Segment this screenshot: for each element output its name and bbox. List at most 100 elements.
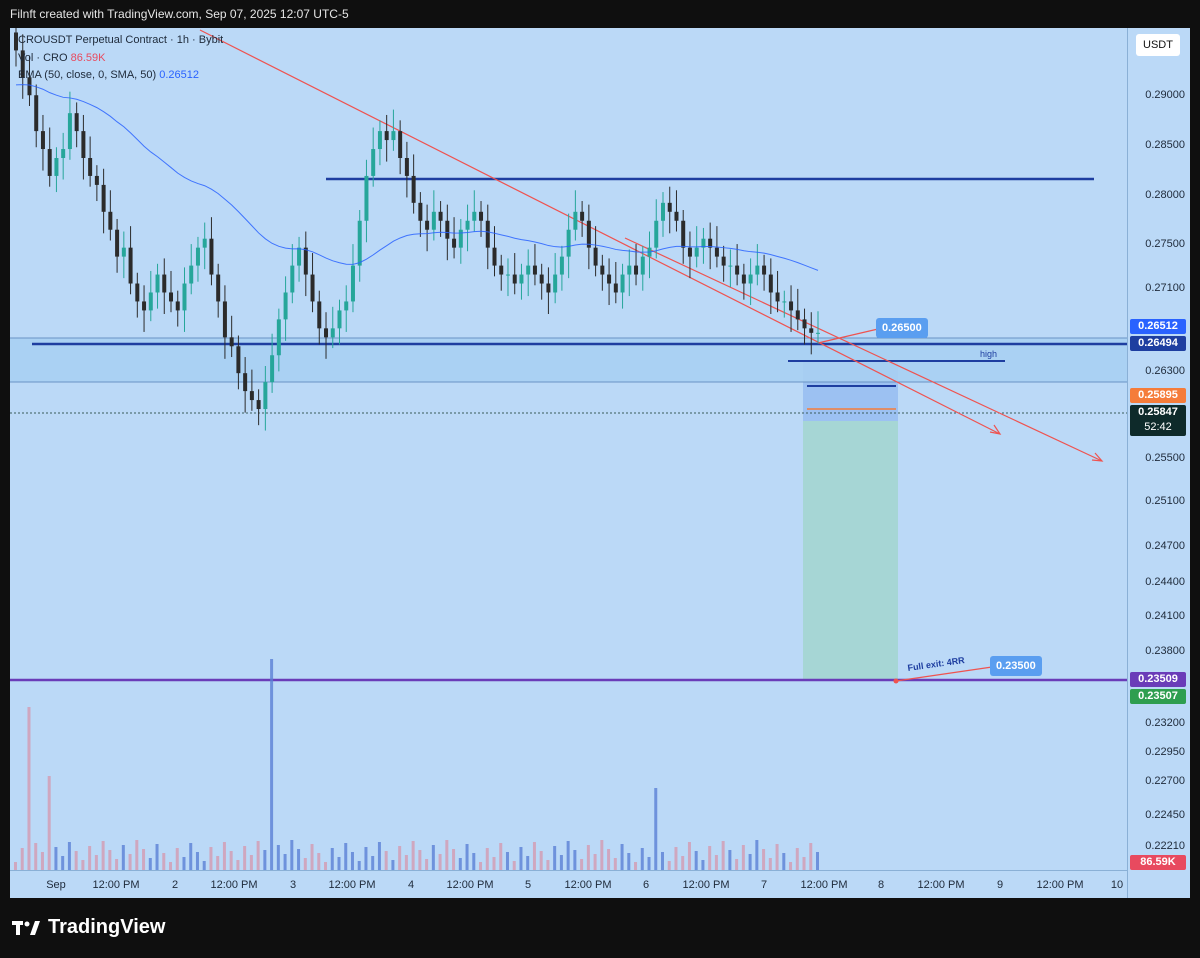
- candle[interactable]: [344, 301, 349, 311]
- candle[interactable]: [169, 292, 174, 302]
- candle[interactable]: [735, 265, 740, 275]
- candle[interactable]: [357, 220, 362, 266]
- candle[interactable]: [155, 274, 160, 293]
- candle[interactable]: [660, 202, 665, 221]
- candle[interactable]: [532, 265, 537, 275]
- target-price-label[interactable]: 0.23500: [990, 656, 1042, 676]
- candle[interactable]: [553, 274, 558, 293]
- volume-legend[interactable]: Vol · CRO 86.59K: [18, 52, 105, 64]
- price-chart[interactable]: high Full exit: 4RR: [10, 28, 1127, 898]
- candle[interactable]: [512, 274, 517, 284]
- candle[interactable]: [640, 256, 645, 275]
- candle[interactable]: [229, 337, 234, 347]
- currency-unit[interactable]: USDT: [1136, 34, 1180, 56]
- candle[interactable]: [687, 247, 692, 257]
- candle[interactable]: [364, 175, 369, 221]
- candle[interactable]: [317, 301, 322, 329]
- candle[interactable]: [67, 113, 72, 150]
- candle[interactable]: [539, 274, 544, 284]
- stop-price-label[interactable]: 0.26500: [876, 318, 928, 338]
- candle[interactable]: [546, 283, 551, 293]
- candle[interactable]: [175, 301, 180, 311]
- candle[interactable]: [209, 238, 214, 275]
- candle[interactable]: [485, 220, 490, 248]
- candle[interactable]: [398, 131, 403, 158]
- candle[interactable]: [748, 274, 753, 284]
- candle[interactable]: [162, 274, 167, 293]
- candle[interactable]: [721, 256, 726, 266]
- candle[interactable]: [674, 211, 679, 221]
- candle[interactable]: [202, 238, 207, 248]
- symbol-legend[interactable]: CROUSDT Perpetual Contract · 1h · Bybit: [18, 34, 223, 46]
- candle[interactable]: [566, 229, 571, 257]
- candle[interactable]: [472, 211, 477, 221]
- candle[interactable]: [802, 319, 807, 329]
- candle[interactable]: [701, 238, 706, 248]
- candle[interactable]: [115, 229, 120, 257]
- candle[interactable]: [263, 382, 268, 410]
- candle[interactable]: [708, 238, 713, 248]
- candle[interactable]: [270, 355, 275, 383]
- candle[interactable]: [189, 265, 194, 284]
- candle[interactable]: [384, 131, 389, 141]
- candle[interactable]: [121, 247, 126, 257]
- candle[interactable]: [148, 292, 153, 311]
- candle[interactable]: [404, 158, 409, 176]
- candle[interactable]: [667, 202, 672, 212]
- candle[interactable]: [303, 247, 308, 275]
- candle[interactable]: [526, 265, 531, 275]
- candle[interactable]: [479, 211, 484, 221]
- candle[interactable]: [728, 265, 733, 267]
- candle[interactable]: [236, 346, 241, 374]
- candle[interactable]: [425, 220, 430, 230]
- candle[interactable]: [249, 391, 254, 401]
- candle[interactable]: [607, 274, 612, 284]
- tradingview-logo[interactable]: TradingView: [12, 916, 165, 939]
- candle[interactable]: [350, 265, 355, 302]
- chart-pane[interactable]: high Full exit: 4RR 0.26500 0.23500 CROU…: [10, 28, 1127, 898]
- candle[interactable]: [61, 149, 66, 158]
- candle[interactable]: [377, 131, 382, 150]
- candle[interactable]: [492, 247, 497, 266]
- candle[interactable]: [741, 274, 746, 284]
- candle[interactable]: [337, 310, 342, 329]
- candle[interactable]: [586, 220, 591, 248]
- candle[interactable]: [816, 332, 820, 334]
- candle[interactable]: [580, 211, 585, 221]
- candle[interactable]: [182, 283, 187, 311]
- candle[interactable]: [14, 32, 18, 51]
- candle[interactable]: [411, 175, 416, 203]
- candle[interactable]: [634, 265, 639, 275]
- candle[interactable]: [573, 211, 578, 230]
- candle[interactable]: [768, 274, 773, 293]
- candle[interactable]: [445, 220, 450, 239]
- candle[interactable]: [216, 274, 221, 302]
- candle[interactable]: [47, 149, 52, 176]
- candle[interactable]: [452, 238, 457, 248]
- candle[interactable]: [142, 301, 147, 311]
- candle[interactable]: [431, 211, 436, 230]
- candle[interactable]: [20, 50, 25, 78]
- candle[interactable]: [600, 265, 605, 275]
- candle[interactable]: [519, 274, 524, 284]
- candle[interactable]: [101, 184, 106, 212]
- time-axis[interactable]: Sep 12:00 PM 2 12:00 PM 3 12:00 PM 4 12:00 PM 5 1…: [10, 870, 1127, 899]
- candle[interactable]: [27, 77, 32, 96]
- candle[interactable]: [74, 113, 79, 132]
- candle[interactable]: [222, 301, 227, 338]
- ema-legend[interactable]: EMA (50, close, 0, SMA, 50) 0.26512: [18, 69, 199, 81]
- candle[interactable]: [391, 131, 396, 141]
- candle[interactable]: [243, 373, 248, 392]
- candle[interactable]: [297, 247, 302, 266]
- candle[interactable]: [593, 247, 598, 266]
- candle[interactable]: [81, 131, 86, 158]
- candle[interactable]: [559, 256, 564, 275]
- candle[interactable]: [256, 400, 261, 410]
- candle[interactable]: [795, 310, 800, 320]
- candle[interactable]: [654, 220, 659, 248]
- candle[interactable]: [94, 175, 99, 185]
- candle[interactable]: [438, 211, 443, 221]
- candle[interactable]: [755, 265, 760, 275]
- candle[interactable]: [276, 319, 281, 356]
- candle[interactable]: [54, 158, 59, 176]
